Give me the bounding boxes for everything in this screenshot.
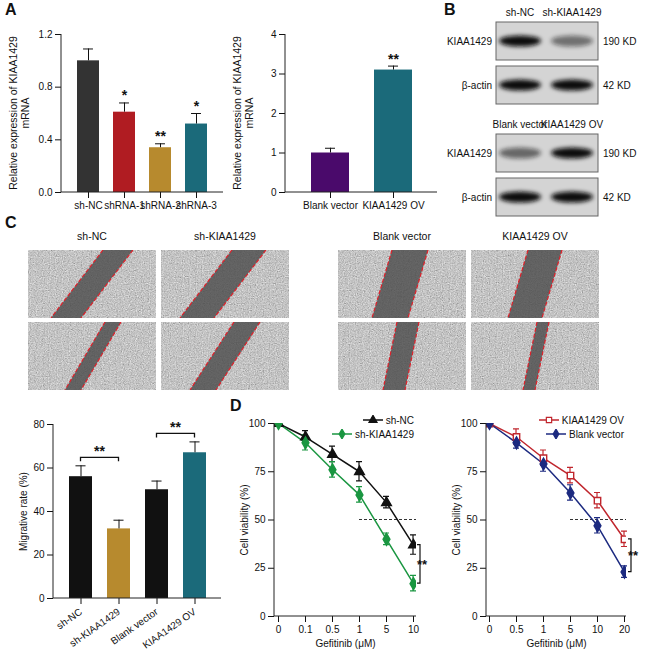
svg-text:**: ** <box>170 419 181 435</box>
svg-text:**: ** <box>155 128 166 144</box>
svg-text:50: 50 <box>466 514 478 525</box>
svg-text:*: * <box>122 87 128 103</box>
svg-text:50: 50 <box>254 514 266 525</box>
svg-text:β-actin: β-actin <box>462 80 492 91</box>
svg-text:0: 0 <box>472 611 478 622</box>
svg-text:100: 100 <box>461 418 478 429</box>
svg-text:1.2: 1.2 <box>39 29 53 40</box>
svg-text:10: 10 <box>408 624 420 635</box>
svg-text:0: 0 <box>487 624 493 635</box>
svg-text:1: 1 <box>271 147 277 158</box>
svg-text:5: 5 <box>384 624 390 635</box>
svg-text:42 KD: 42 KD <box>603 80 631 91</box>
html-text:sh-NC: sh-NC <box>385 414 414 426</box>
html-text:B: B <box>444 1 456 18</box>
html-text:Relative expression of KIAA142: Relative expression of KIAA1429 mRNA <box>7 36 31 190</box>
svg-text:5: 5 <box>568 624 574 635</box>
svg-text:4: 4 <box>271 29 277 40</box>
svg-text:Gefitinib (μM): Gefitinib (μM) <box>315 638 375 649</box>
svg-text:Blank vector: Blank vector <box>108 606 160 647</box>
svg-text:40: 40 <box>33 506 45 517</box>
svg-text:10: 10 <box>592 624 604 635</box>
html-text:sh-KIAA1429: sh-KIAA1429 <box>355 428 414 440</box>
svg-text:shRNA-2: shRNA-2 <box>140 200 181 211</box>
svg-text:100: 100 <box>249 418 266 429</box>
svg-text:sh-KIAA1429: sh-KIAA1429 <box>194 230 256 242</box>
svg-text:shRNA-1: shRNA-1 <box>104 200 145 211</box>
svg-text:0: 0 <box>276 624 282 635</box>
svg-text:Blank vector: Blank vector <box>373 230 431 242</box>
svg-text:KIAA1429: KIAA1429 <box>447 36 492 47</box>
svg-text:**: ** <box>417 557 428 572</box>
svg-text:Gefitinib (μM): Gefitinib (μM) <box>526 638 586 649</box>
svg-text:42 KD: 42 KD <box>603 192 631 203</box>
svg-text:*: * <box>194 98 200 114</box>
svg-text:75: 75 <box>254 466 266 477</box>
svg-text:Cell viability (%): Cell viability (%) <box>239 484 250 555</box>
html-text:Relative expression of KIAA142: Relative expression of KIAA1429 mRNA <box>231 36 255 190</box>
svg-text:sh-NC: sh-NC <box>74 200 102 211</box>
svg-text:20: 20 <box>33 549 45 560</box>
svg-text:0.0: 0.0 <box>39 187 53 198</box>
svg-text:sh-NC: sh-NC <box>506 7 534 18</box>
svg-text:sh-NC: sh-NC <box>77 230 107 242</box>
html-text:C: C <box>5 214 17 231</box>
svg-text:75: 75 <box>466 466 478 477</box>
svg-text:KIAA1429 OV: KIAA1429 OV <box>362 200 425 211</box>
svg-text:0.5: 0.5 <box>326 624 340 635</box>
svg-text:0: 0 <box>260 611 266 622</box>
html-text:Blank vector: Blank vector <box>569 428 624 440</box>
svg-text:0: 0 <box>39 593 45 604</box>
html-text:KIAA1429 OV: KIAA1429 OV <box>561 414 624 426</box>
svg-text:KIAA1429 OV: KIAA1429 OV <box>502 230 567 242</box>
svg-text:KIAA1429: KIAA1429 <box>447 148 492 159</box>
svg-text:0: 0 <box>271 187 277 198</box>
svg-text:190 KD: 190 KD <box>603 148 636 159</box>
svg-text:sh-KIAA1429: sh-KIAA1429 <box>543 7 602 18</box>
svg-text:Cell viability (%): Cell viability (%) <box>451 484 462 555</box>
html-text:D: D <box>230 397 242 414</box>
svg-text:Blank vector: Blank vector <box>492 119 548 130</box>
svg-text:sh-NC: sh-NC <box>54 606 84 631</box>
svg-text:**: ** <box>388 51 399 67</box>
svg-text:shRNA-3: shRNA-3 <box>176 200 217 211</box>
svg-text:**: ** <box>628 548 639 563</box>
svg-text:2: 2 <box>271 108 277 119</box>
svg-text:β-actin: β-actin <box>462 192 492 203</box>
html-text:A: A <box>5 1 17 18</box>
svg-text:**: ** <box>94 443 105 459</box>
svg-text:Migrative rate (%): Migrative rate (%) <box>18 472 29 551</box>
svg-text:25: 25 <box>466 562 478 573</box>
svg-text:KIAA1429 OV: KIAA1429 OV <box>141 606 199 651</box>
svg-text:25: 25 <box>254 562 266 573</box>
svg-text:190 KD: 190 KD <box>603 36 636 47</box>
svg-text:0.8: 0.8 <box>39 81 53 92</box>
svg-text:20: 20 <box>619 624 631 635</box>
svg-text:60: 60 <box>33 462 45 473</box>
svg-text:0.4: 0.4 <box>39 134 53 145</box>
svg-text:0.5: 0.5 <box>510 624 524 635</box>
svg-text:80: 80 <box>33 419 45 430</box>
svg-text:1: 1 <box>541 624 547 635</box>
svg-text:sh-KIAA1429: sh-KIAA1429 <box>67 606 122 649</box>
svg-text:Blank vector: Blank vector <box>303 200 359 211</box>
svg-text:KIAA1429 OV: KIAA1429 OV <box>541 119 604 130</box>
svg-text:3: 3 <box>271 68 277 79</box>
svg-text:1: 1 <box>357 624 363 635</box>
svg-text:0.1: 0.1 <box>299 624 313 635</box>
